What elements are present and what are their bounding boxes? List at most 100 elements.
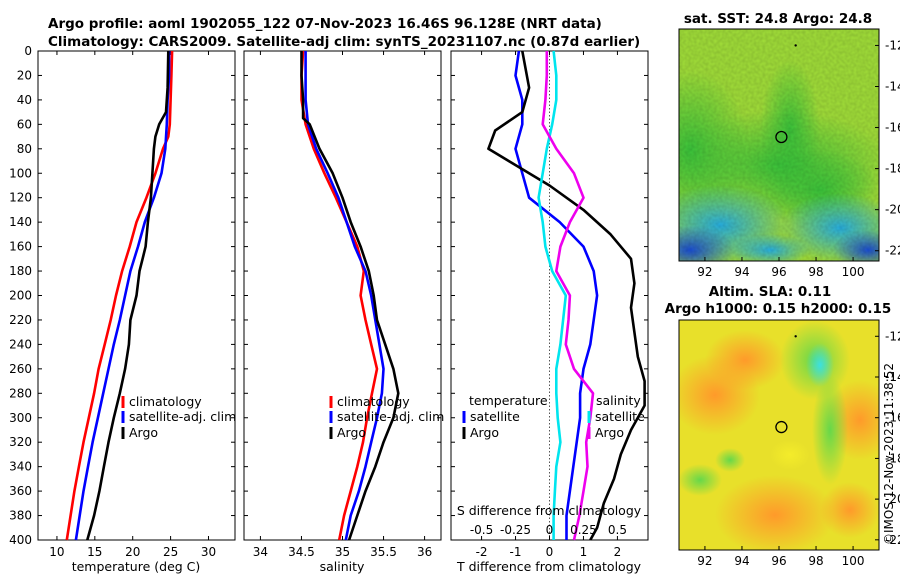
x-tick-label: 36	[417, 545, 432, 559]
series-argo	[300, 51, 400, 541]
depth-tick-label: 20	[17, 68, 32, 82]
lon-tick-label: 92	[697, 265, 712, 279]
lon-tick-label: 96	[771, 265, 786, 279]
salinity-panel: 34 34.5 35 35.5 36 salinity climatology sate…	[243, 50, 444, 574]
depth-tick-label: 280	[9, 386, 32, 400]
legend-label-t-argo: Argo	[470, 425, 499, 440]
difference-lines	[487, 50, 646, 541]
temperature-panel: 0 20 40 60 80 100 120 140 160 180 200 220 240 260 280 3…	[9, 44, 236, 574]
series-t-satellite	[514, 50, 599, 540]
argo-location-marker	[775, 130, 788, 144]
difference-panel: -2 -1 0 1 2 -0.5 -0.25 0 0.25 0.5 S difference f…	[450, 50, 649, 574]
lat-tick-label: -18	[885, 451, 900, 465]
lat-tick-label: -14	[885, 370, 900, 384]
lat-tick-label: -20	[885, 203, 900, 217]
sst-map-title: sat. SST: 24.8 Argo: 24.8	[684, 11, 872, 27]
x-tick-label: -2	[476, 545, 488, 559]
sla-map-field	[679, 320, 879, 550]
temperature-legend: climatology satellite-adj. clim Argo	[121, 394, 236, 440]
depth-tick-label: 40	[17, 93, 32, 107]
legend-title-salinity: salinity	[596, 393, 641, 408]
legend-label-t-satellite: satellite	[470, 409, 520, 424]
depth-tick-label: 180	[9, 264, 32, 278]
difference-legend: temperature satellite Argo salinity sate…	[462, 393, 645, 440]
depth-tick-label: 400	[9, 533, 32, 547]
lat-tick-label: -18	[885, 162, 900, 176]
x-tick-label: 20	[125, 545, 140, 559]
depth-tick-label: 260	[9, 362, 32, 376]
t-difference-x-axis: -2 -1 0 1 2	[476, 51, 622, 559]
s-diff-tick-label: -0.25	[500, 523, 531, 537]
temperature-lines	[65, 50, 174, 541]
legend-label-argo: Argo	[337, 425, 366, 440]
lon-tick-label: 98	[808, 554, 823, 568]
depth-tick-label: 120	[9, 191, 32, 205]
series-argo	[86, 50, 170, 541]
s-difference-inner-axis: -0.5 -0.25 0 0.25 0.5	[470, 523, 627, 537]
depth-tick-label: 80	[17, 142, 32, 156]
lon-tick-label: 98	[808, 265, 823, 279]
depth-tick-label: 380	[9, 509, 32, 523]
salinity-lines	[300, 50, 400, 541]
x-tick-label: 2	[614, 545, 622, 559]
temperature-x-axis: 10 15 20 25 30	[49, 51, 216, 559]
s-diff-tick-label: 0.25	[570, 523, 597, 537]
lon-tick-label: 100	[842, 554, 865, 568]
depth-tick-label: 340	[9, 460, 32, 474]
x-tick-label: 0	[546, 545, 554, 559]
depth-axis: 0 20 40 60 80 100 120 140 160 180 200 220 240 260 280 3…	[9, 44, 235, 547]
island-dot	[794, 335, 797, 338]
series-climatology	[300, 50, 379, 541]
argo-location-marker	[775, 420, 788, 434]
salinity-axes-frame	[243, 50, 442, 541]
lon-tick-label: 94	[734, 265, 749, 279]
depth-tick-label: 320	[9, 435, 32, 449]
sst-map-axes: 92 94 96 98 100 -12 -14 -16 -18 -20 -22	[697, 38, 900, 279]
legend-title-temperature: temperature	[469, 393, 548, 408]
depth-tick-label: 220	[9, 313, 32, 327]
series-s-satellite	[537, 50, 568, 540]
legend-label-climatology: climatology	[129, 394, 202, 409]
sst-map-panel: sat. SST: 24.8 Argo: 24.8 92 94 96 98 100 -12…	[678, 11, 900, 279]
series-satellite-adj-clim	[74, 51, 171, 541]
sla-map-axes: 92 94 96 98 100 -12 -14 -16 -18 -20 -22	[697, 329, 900, 568]
salinity-xlabel: salinity	[320, 559, 365, 574]
depth-tick-label: 100	[9, 166, 32, 180]
temperature-xlabel: temperature (deg C)	[72, 559, 201, 574]
sla-map-title-line1: Altim. SLA: 0.11	[709, 284, 831, 300]
x-tick-label: 35.5	[370, 545, 397, 559]
sla-map-panel: Altim. SLA: 0.11 Argo h1000: 0.15 h2000:…	[665, 284, 900, 568]
s-diff-tick-label: 0.5	[608, 523, 627, 537]
salinity-x-axis: 34 34.5 35 35.5 36	[253, 51, 432, 559]
x-tick-label: 35	[335, 545, 350, 559]
island-dot	[794, 44, 797, 47]
lat-tick-label: -14	[885, 79, 900, 93]
lat-tick-label: -20	[885, 492, 900, 506]
depth-tick-label: 160	[9, 240, 32, 254]
lon-tick-label: 96	[771, 554, 786, 568]
x-tick-label: 34.5	[288, 545, 315, 559]
depth-tick-label: 140	[9, 215, 32, 229]
imos-timestamp: ©IMOS 12-Nov-2023 11:38:52	[882, 363, 896, 545]
depth-tick-label: 0	[24, 44, 32, 58]
lat-tick-label: -16	[885, 121, 900, 135]
legend-label-argo: Argo	[129, 425, 158, 440]
lon-tick-label: 92	[697, 554, 712, 568]
s-difference-xlabel: S difference from climatology	[457, 503, 642, 518]
t-difference-xlabel: T difference from climatology	[456, 559, 642, 574]
x-tick-label: 1	[580, 545, 588, 559]
figure-title-line2: Climatology: CARS2009. Satellite-adj cli…	[48, 34, 640, 50]
difference-axis-ticks	[451, 50, 648, 541]
legend-label-satellite: satellite-adj. clim	[129, 409, 236, 424]
series-climatology	[65, 50, 174, 541]
series-satellite-adj-clim	[304, 51, 385, 541]
lon-tick-label: 94	[734, 554, 749, 568]
sst-map-field	[679, 29, 879, 261]
x-tick-label: -1	[510, 545, 522, 559]
lat-tick-label: -22	[885, 533, 900, 547]
lat-tick-label: -12	[885, 329, 900, 343]
depth-tick-label: 240	[9, 337, 32, 351]
s-diff-tick-label: 0	[546, 523, 554, 537]
legend-label-satellite: satellite-adj. clim	[337, 409, 444, 424]
